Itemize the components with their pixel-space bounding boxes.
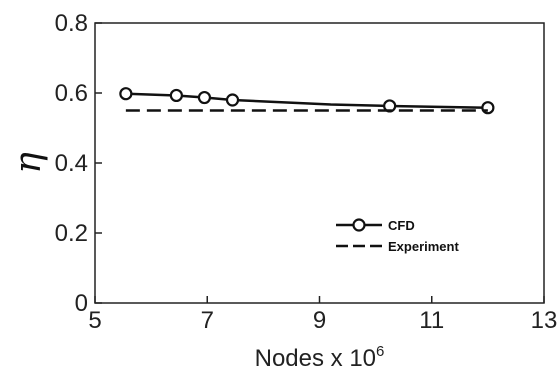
data-point <box>225 93 240 107</box>
y-tick-label: 0.4 <box>55 150 88 177</box>
x-tick-label: 5 <box>88 307 101 334</box>
data-point <box>119 87 133 101</box>
series-layer <box>119 87 495 115</box>
plot-area-border <box>94 22 545 304</box>
data-point <box>197 90 212 105</box>
y-tick-label: 0.2 <box>55 220 88 247</box>
x-tick-label: 11 <box>419 307 444 334</box>
legend-item: CFD <box>336 218 415 233</box>
plot-frame <box>94 22 545 304</box>
y-tick-label: 0 <box>75 290 88 317</box>
legend: CFD Experiment <box>336 218 459 254</box>
legend-item: Experiment <box>336 239 459 254</box>
y-tick-label: 0.8 <box>55 10 88 37</box>
legend-label: Experiment <box>388 239 459 254</box>
legend-marker <box>352 218 366 232</box>
data-point <box>169 88 183 103</box>
series-cfd <box>119 87 495 115</box>
tick-labels: 5 7 9 11 13 0 0.2 0.4 0.6 0.8 <box>55 10 558 334</box>
x-axis-title: Nodes x 106 <box>255 343 385 372</box>
legend-label: CFD <box>388 218 415 233</box>
y-tick-label: 0.6 <box>55 80 88 107</box>
x-axis-title-exponent: 6 <box>376 343 384 360</box>
x-axis-title-text: Nodes x 10 <box>255 345 376 372</box>
y-axis-title: η <box>8 152 49 174</box>
x-tick-label: 9 <box>313 307 326 334</box>
x-tick-label: 13 <box>531 307 558 334</box>
ticks <box>94 22 545 304</box>
x-tick-label: 7 <box>201 307 214 334</box>
